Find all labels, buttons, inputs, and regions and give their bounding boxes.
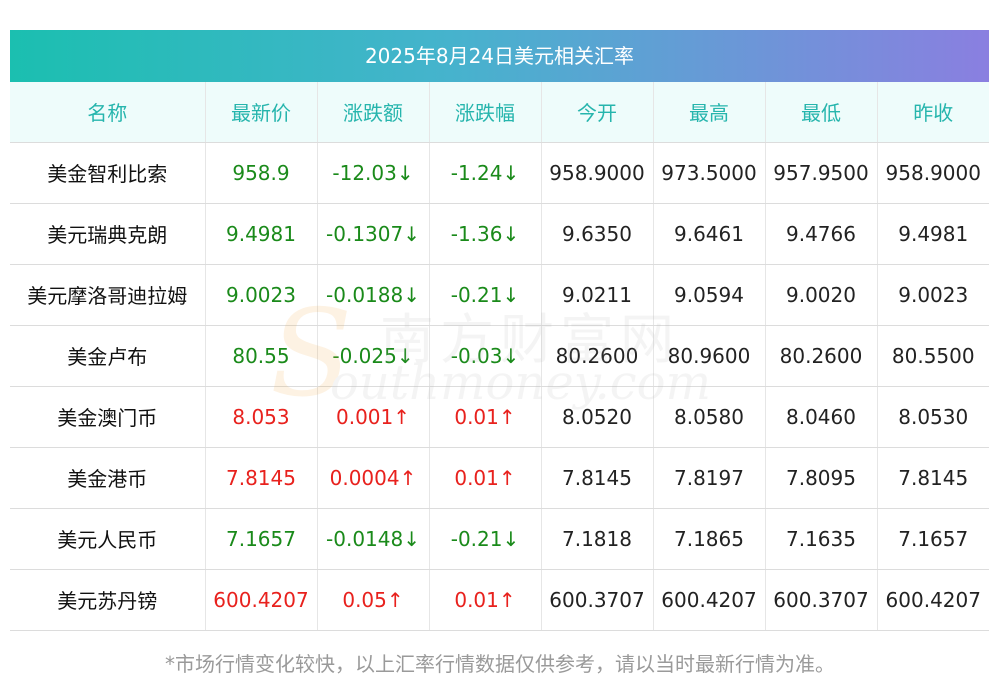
header-pct: 涨跌幅 xyxy=(429,82,542,143)
cell-pct: -0.03↓ xyxy=(429,325,542,387)
footnote: *市场行情变化较快，以上汇率行情数据仅供参考，请以当时最新行情为准。 xyxy=(165,652,835,676)
header-prev: 昨收 xyxy=(877,82,989,143)
cell-prev: 958.9000 xyxy=(877,142,989,204)
header-name: 名称 xyxy=(10,82,206,143)
cell-latest: 600.4207 xyxy=(205,569,318,631)
header-open: 今开 xyxy=(541,82,654,143)
cell-change: -0.0188↓ xyxy=(317,264,430,326)
cell-low: 8.0460 xyxy=(765,386,878,448)
cell-low: 9.4766 xyxy=(765,203,878,265)
cell-prev: 80.5500 xyxy=(877,325,989,387)
header-row: 名称 最新价 涨跌额 涨跌幅 今开 最高 最低 昨收 xyxy=(10,82,989,143)
cell-pct: -1.36↓ xyxy=(429,203,542,265)
cell-low: 7.1635 xyxy=(765,508,878,570)
cell-high: 7.8197 xyxy=(653,447,766,509)
rates-table: 名称 最新价 涨跌额 涨跌幅 今开 最高 最低 昨收 美金智利比索 958.9 -1… xyxy=(10,82,989,631)
cell-low: 600.3707 xyxy=(765,569,878,631)
cell-low: 9.0020 xyxy=(765,264,878,326)
cell-open: 80.2600 xyxy=(541,325,654,387)
cell-name: 美金智利比索 xyxy=(10,142,206,204)
table-row: 美元瑞典克朗 9.4981 -0.1307↓ -1.36↓ 9.6350 9.6461 9.… xyxy=(10,203,989,265)
cell-latest: 7.8145 xyxy=(205,447,318,509)
cell-prev: 9.4981 xyxy=(877,203,989,265)
cell-latest: 7.1657 xyxy=(205,508,318,570)
cell-open: 9.0211 xyxy=(541,264,654,326)
cell-change: 0.0004↑ xyxy=(317,447,430,509)
cell-open: 958.9000 xyxy=(541,142,654,204)
cell-name: 美金港币 xyxy=(10,447,206,509)
cell-pct: -1.24↓ xyxy=(429,142,542,204)
cell-pct: 0.01↑ xyxy=(429,447,542,509)
cell-prev: 7.1657 xyxy=(877,508,989,570)
cell-latest: 8.053 xyxy=(205,386,318,448)
table-row: 美金澳门币 8.053 0.001↑ 0.01↑ 8.0520 8.0580 8.0460 8… xyxy=(10,386,989,448)
table-row: 美元人民币 7.1657 -0.0148↓ -0.21↓ 7.1818 7.1865 7.1… xyxy=(10,508,989,570)
cell-latest: 958.9 xyxy=(205,142,318,204)
table-row: 美金港币 7.8145 0.0004↑ 0.01↑ 7.8145 7.8197 7.8095… xyxy=(10,447,989,509)
cell-high: 80.9600 xyxy=(653,325,766,387)
cell-open: 9.6350 xyxy=(541,203,654,265)
cell-prev: 600.4207 xyxy=(877,569,989,631)
cell-low: 7.8095 xyxy=(765,447,878,509)
cell-change: -0.1307↓ xyxy=(317,203,430,265)
cell-low: 80.2600 xyxy=(765,325,878,387)
cell-change: -12.03↓ xyxy=(317,142,430,204)
header-latest: 最新价 xyxy=(205,82,318,143)
cell-change: -0.025↓ xyxy=(317,325,430,387)
header-low: 最低 xyxy=(765,82,878,143)
cell-open: 8.0520 xyxy=(541,386,654,448)
cell-pct: -0.21↓ xyxy=(429,508,542,570)
table-row: 美金卢布 80.55 -0.025↓ -0.03↓ 80.2600 80.9600 80.2… xyxy=(10,325,989,387)
cell-latest: 9.0023 xyxy=(205,264,318,326)
table-row: 美元苏丹镑 600.4207 0.05↑ 0.01↑ 600.3707 600.4207 6… xyxy=(10,569,989,631)
cell-name: 美元苏丹镑 xyxy=(10,569,206,631)
cell-high: 9.6461 xyxy=(653,203,766,265)
table-row: 美元摩洛哥迪拉姆 9.0023 -0.0188↓ -0.21↓ 9.0211 9.0594… xyxy=(10,264,989,326)
cell-high: 600.4207 xyxy=(653,569,766,631)
cell-name: 美元瑞典克朗 xyxy=(10,203,206,265)
cell-pct: -0.21↓ xyxy=(429,264,542,326)
cell-open: 7.8145 xyxy=(541,447,654,509)
cell-open: 7.1818 xyxy=(541,508,654,570)
cell-prev: 9.0023 xyxy=(877,264,989,326)
cell-latest: 9.4981 xyxy=(205,203,318,265)
table-title: 2025年8月24日美元相关汇率 xyxy=(10,30,989,82)
cell-low: 957.9500 xyxy=(765,142,878,204)
header-change: 涨跌额 xyxy=(317,82,430,143)
cell-prev: 7.8145 xyxy=(877,447,989,509)
cell-change: -0.0148↓ xyxy=(317,508,430,570)
cell-latest: 80.55 xyxy=(205,325,318,387)
cell-name: 美金澳门币 xyxy=(10,386,206,448)
cell-name: 美元摩洛哥迪拉姆 xyxy=(10,264,206,326)
cell-name: 美元人民币 xyxy=(10,508,206,570)
cell-open: 600.3707 xyxy=(541,569,654,631)
header-high: 最高 xyxy=(653,82,766,143)
cell-high: 973.5000 xyxy=(653,142,766,204)
cell-name: 美金卢布 xyxy=(10,325,206,387)
cell-high: 8.0580 xyxy=(653,386,766,448)
rates-panel: 2025年8月24日美元相关汇率 名称 最新价 涨跌额 涨跌幅 今开 最高 最低… xyxy=(10,30,989,631)
cell-pct: 0.01↑ xyxy=(429,569,542,631)
table-row: 美金智利比索 958.9 -12.03↓ -1.24↓ 958.9000 973.5000… xyxy=(10,142,989,204)
cell-change: 0.05↑ xyxy=(317,569,430,631)
cell-pct: 0.01↑ xyxy=(429,386,542,448)
cell-high: 7.1865 xyxy=(653,508,766,570)
cell-change: 0.001↑ xyxy=(317,386,430,448)
cell-high: 9.0594 xyxy=(653,264,766,326)
cell-prev: 8.0530 xyxy=(877,386,989,448)
